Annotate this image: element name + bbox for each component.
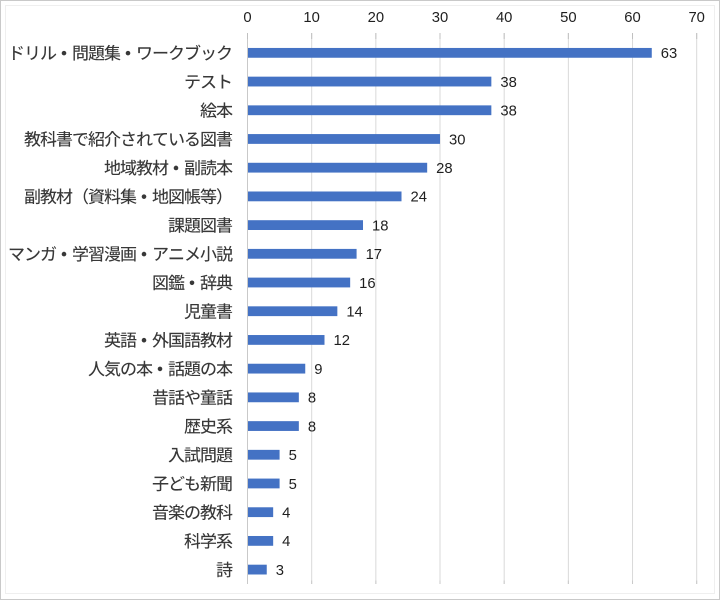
svg-text:50: 50 (560, 10, 576, 26)
svg-text:14: 14 (346, 305, 362, 321)
svg-text:3: 3 (276, 563, 284, 579)
svg-text:38: 38 (500, 104, 516, 120)
svg-text:30: 30 (449, 132, 465, 148)
svg-text:30: 30 (432, 10, 448, 26)
svg-text:60: 60 (624, 10, 640, 26)
svg-text:8: 8 (308, 419, 316, 435)
svg-text:0: 0 (243, 10, 251, 26)
svg-text:4: 4 (282, 505, 290, 521)
svg-text:20: 20 (368, 10, 384, 26)
svg-text:70: 70 (688, 10, 704, 26)
svg-text:63: 63 (661, 46, 677, 62)
svg-text:28: 28 (436, 161, 452, 177)
svg-text:8: 8 (308, 391, 316, 407)
svg-text:18: 18 (372, 218, 388, 234)
svg-text:4: 4 (282, 534, 290, 550)
svg-text:5: 5 (289, 477, 297, 493)
svg-text:12: 12 (334, 333, 350, 349)
svg-text:9: 9 (314, 362, 322, 378)
svg-text:38: 38 (500, 75, 516, 91)
svg-text:17: 17 (366, 247, 382, 263)
svg-text:10: 10 (303, 10, 319, 26)
svg-text:5: 5 (289, 448, 297, 464)
svg-text:40: 40 (496, 10, 512, 26)
svg-text:16: 16 (359, 276, 375, 292)
svg-text:24: 24 (411, 190, 427, 206)
